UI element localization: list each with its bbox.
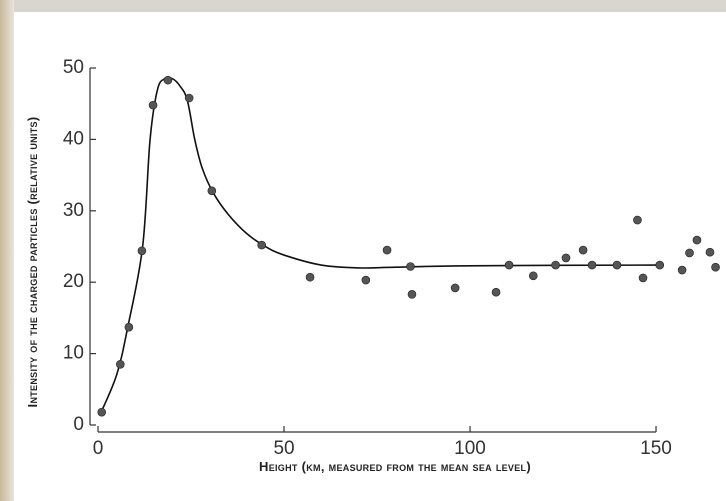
data-point	[561, 253, 571, 263]
data-point	[587, 260, 597, 270]
y-tick-label: 30	[63, 200, 84, 221]
data-point	[638, 273, 648, 283]
data-point	[124, 322, 134, 332]
photo-border-left	[0, 0, 14, 501]
data-point	[305, 272, 315, 282]
data-point	[685, 248, 694, 258]
data-point	[612, 260, 622, 270]
data-point	[97, 407, 107, 417]
data-point	[137, 246, 147, 256]
x-axis-title: Height (km, measured from the mean sea l…	[259, 459, 531, 474]
data-point	[406, 262, 415, 271]
data-point	[705, 247, 715, 257]
data-point	[491, 287, 501, 297]
x-tick-label: 100	[454, 438, 486, 459]
y-tick-label: 10	[63, 343, 84, 364]
data-point	[184, 93, 194, 103]
data-point	[692, 235, 702, 245]
data-point	[655, 260, 665, 270]
data-point	[633, 215, 642, 225]
y-tick-label: 20	[63, 271, 84, 292]
data-point	[207, 186, 217, 196]
photo-border-top	[0, 0, 726, 12]
data-point	[504, 260, 514, 270]
data-point	[551, 260, 560, 270]
y-tick-label: 40	[63, 128, 84, 149]
data-point	[711, 262, 720, 272]
data-point	[163, 75, 173, 85]
x-tick-label: 50	[273, 438, 294, 459]
data-point	[361, 275, 371, 285]
data-point	[382, 245, 392, 255]
data-point	[148, 100, 158, 110]
y-tick-label: 0	[73, 414, 84, 435]
data-point	[528, 271, 538, 281]
data-point	[677, 265, 687, 275]
y-tick-label: 50	[63, 57, 84, 78]
x-tick-label: 0	[93, 438, 104, 459]
data-point	[257, 240, 266, 250]
data-point	[116, 360, 125, 369]
data-point	[407, 290, 417, 299]
fit-curve	[99, 76, 657, 416]
data-point	[450, 283, 460, 293]
y-axis-title: Intensity of the charged particles (rela…	[25, 117, 40, 408]
x-tick-label: 150	[640, 438, 672, 459]
data-point	[578, 245, 588, 255]
